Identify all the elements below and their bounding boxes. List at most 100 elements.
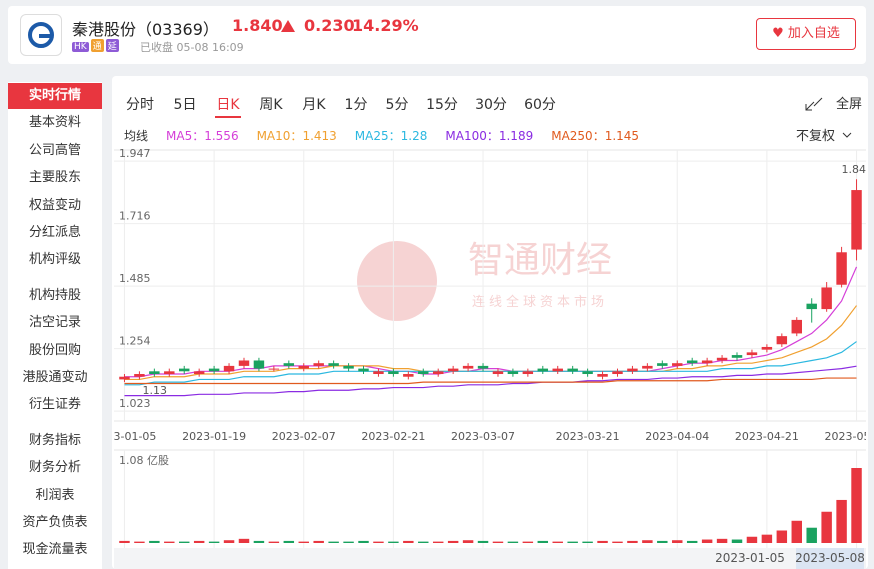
menu-item[interactable]: 股份回购 <box>28 342 81 358</box>
volume-bar <box>686 540 698 543</box>
tab[interactable]: 1分 <box>345 97 368 113</box>
volume-bar <box>328 541 339 543</box>
legend-entry: MA5：1.556 <box>166 129 239 143</box>
candle-body <box>268 368 280 370</box>
menu-item[interactable]: 港股通变动 <box>22 370 88 385</box>
menu-item[interactable]: 公司高管 <box>28 142 81 158</box>
x-tick-label: 2023-02-07 <box>272 430 336 443</box>
candle-body <box>179 368 190 372</box>
ma-title: 均线 <box>124 129 148 143</box>
menu-item[interactable]: 财务分析 <box>28 460 81 476</box>
menu-item[interactable]: 利润表 <box>35 487 75 503</box>
candle-body <box>507 371 519 375</box>
candle-body <box>328 363 339 366</box>
candle-body <box>193 371 205 375</box>
menu-item[interactable]: 沽空记录 <box>28 315 81 331</box>
candle-body <box>403 374 414 377</box>
candle-body <box>238 360 250 366</box>
button-label: 加入自选 <box>787 26 840 41</box>
tab[interactable]: 5分 <box>386 97 409 113</box>
watermark-subtitle: 连线全球资本市场 <box>472 294 608 310</box>
tab[interactable]: 月K <box>302 97 326 113</box>
fullscreen[interactable]: 全屏 <box>836 96 862 112</box>
candle-body <box>358 368 369 372</box>
candle-body <box>612 371 623 375</box>
volume-bar <box>119 540 130 543</box>
volume-bar <box>462 540 474 543</box>
volume-bar <box>149 540 160 543</box>
x-tick-label: 2023-03-07 <box>451 430 515 443</box>
menu-item[interactable]: 基本资料 <box>28 115 81 131</box>
add-watchlist[interactable]: ♥ 加入自选 <box>756 18 856 50</box>
candle-body <box>582 371 593 375</box>
navigator[interactable] <box>114 548 866 569</box>
candle-body <box>373 371 384 375</box>
menu-item[interactable]: 权益变动 <box>28 197 81 213</box>
volume-bar <box>208 541 220 543</box>
watermark-logo <box>357 241 437 321</box>
volume-bar <box>836 499 847 543</box>
tab[interactable]: 分时 <box>126 97 154 113</box>
navigator-end: 2023-05-08 <box>795 551 865 565</box>
menu-item[interactable]: 分红派息 <box>28 225 81 240</box>
volume-bar <box>432 541 444 543</box>
tab[interactable]: 日K <box>216 97 240 113</box>
menu-item[interactable]: 机构评级 <box>28 252 81 268</box>
tab[interactable]: 周K <box>259 97 283 113</box>
candle-body <box>477 365 489 369</box>
volume-bar <box>627 540 638 543</box>
volume-bar <box>701 539 713 543</box>
tab-underline <box>215 116 241 118</box>
y-tick-label: 1.023 <box>119 397 151 410</box>
y-tick-label: 1.485 <box>119 272 151 285</box>
candle-body <box>821 287 832 310</box>
menu-item[interactable]: 实时行情 <box>8 83 102 109</box>
volume-bar <box>298 541 309 543</box>
candle-body <box>716 357 728 361</box>
menu-item[interactable]: 主要股东 <box>28 170 81 186</box>
candle-body <box>149 371 160 375</box>
candle-body <box>761 346 773 350</box>
max-label: 1.84 <box>842 163 867 176</box>
volume-bar <box>612 541 623 543</box>
volume-bar <box>492 541 504 543</box>
volume-bar <box>358 540 369 543</box>
navigator-window[interactable] <box>796 548 864 569</box>
menu-item[interactable]: 现金流量表 <box>22 542 88 558</box>
price: 1.840 <box>232 16 283 35</box>
volume-bar <box>522 541 534 543</box>
tab[interactable]: 15分 <box>426 97 458 113</box>
menu-item[interactable]: 衍生证券 <box>28 397 81 413</box>
candle-body <box>447 368 459 372</box>
y-tick-label: 1.716 <box>119 210 151 223</box>
tab[interactable]: 60分 <box>524 97 556 113</box>
menu-item[interactable]: 资产负债表 <box>22 515 88 530</box>
candle-body <box>119 376 130 380</box>
volume-bar <box>179 541 190 543</box>
candle-body <box>313 363 324 366</box>
menu-item[interactable]: 机构持股 <box>28 287 81 303</box>
menu-item[interactable]: 财务指标 <box>28 432 81 448</box>
candle-body <box>701 360 713 364</box>
x-tick-label: 2023-02-21 <box>361 430 425 443</box>
candle-body <box>462 365 474 369</box>
adjust[interactable]: 不复权 <box>796 128 835 144</box>
candle-body <box>537 368 549 372</box>
candle-body <box>343 365 354 369</box>
candle-body <box>522 371 534 375</box>
volume-bar <box>821 511 832 543</box>
volume-bar <box>373 541 384 543</box>
tab[interactable]: 30分 <box>475 97 507 113</box>
sidebar: 实时行情基本资料公司高管主要股东权益变动分红派息机构评级机构持股沽空记录股份回购… <box>8 82 102 569</box>
candle-body <box>642 365 653 369</box>
volume-bar <box>388 541 399 543</box>
x-tick-label: 2023-05-08 <box>825 430 874 443</box>
navigator-start: 2023-01-05 <box>715 551 785 565</box>
tab[interactable]: 5日 <box>174 97 197 113</box>
ma-line <box>124 341 857 386</box>
y-tick-label: 1.947 <box>119 147 151 160</box>
x-tick-label: 2023-03-21 <box>556 430 620 443</box>
volume-bar <box>761 534 773 543</box>
tag: HK <box>72 42 89 52</box>
tag: 通 <box>90 39 104 52</box>
